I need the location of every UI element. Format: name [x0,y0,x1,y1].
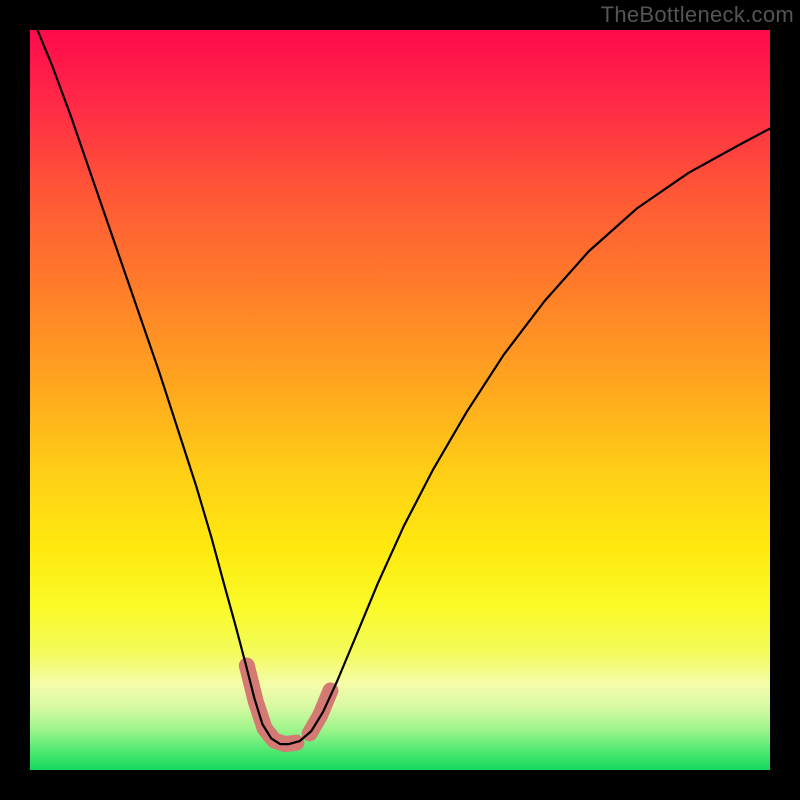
outer-frame: TheBottleneck.com [0,0,800,800]
bottleneck-curve-chart [30,30,770,770]
plot-area [30,30,770,770]
gradient-background [30,30,770,770]
watermark-label: TheBottleneck.com [601,2,794,28]
